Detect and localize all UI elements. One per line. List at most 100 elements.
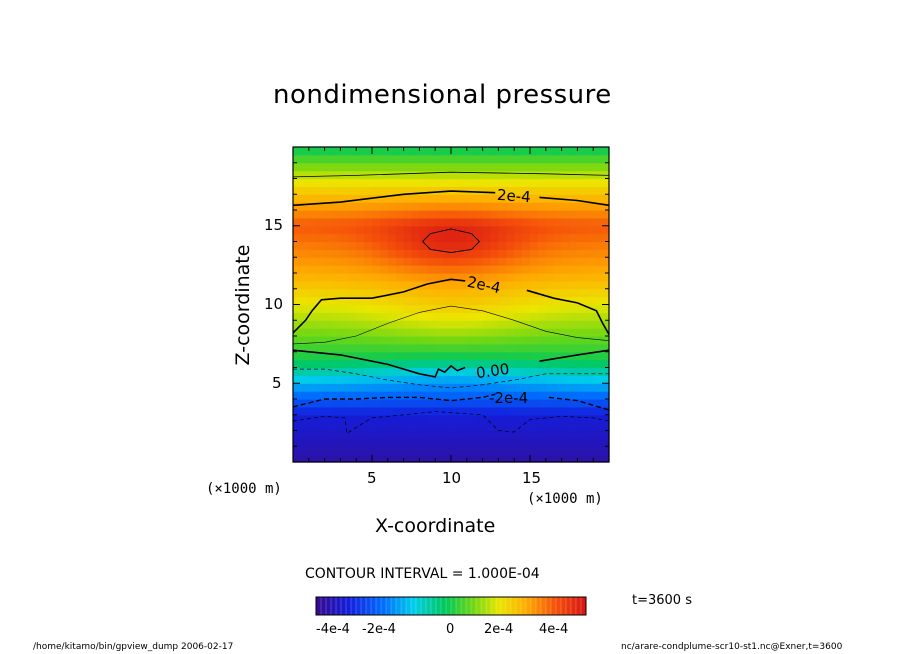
field-cell	[411, 438, 420, 447]
field-cell	[569, 194, 578, 203]
field-cell	[300, 406, 310, 416]
field-cell	[514, 210, 523, 219]
field-cell	[379, 406, 389, 416]
field-cell	[458, 406, 468, 416]
field-cell	[395, 249, 405, 258]
field-cell	[577, 186, 586, 195]
field-cell	[387, 406, 397, 416]
field-cell	[348, 438, 357, 447]
field-cell	[577, 202, 586, 211]
field-cell	[443, 217, 452, 227]
field-cell	[316, 399, 326, 408]
field-cell	[466, 406, 476, 416]
field-cell	[443, 194, 452, 203]
field-cell	[324, 351, 334, 361]
field-cell	[514, 399, 523, 408]
field-cell	[340, 375, 349, 384]
field-cell	[537, 280, 547, 290]
field-cell	[308, 336, 318, 345]
field-cell	[293, 210, 302, 219]
field-cell	[427, 147, 436, 156]
field-cell	[553, 273, 563, 282]
field-cell	[577, 343, 586, 353]
field-cell	[569, 241, 578, 250]
field-cell	[348, 430, 357, 439]
field-cell	[340, 446, 349, 455]
field-cell	[332, 257, 341, 266]
field-cell	[506, 367, 515, 376]
field-cell	[411, 147, 420, 156]
field-cell	[593, 233, 602, 243]
field-cell	[522, 430, 531, 439]
field-cell	[593, 422, 602, 432]
field-cell	[585, 280, 594, 290]
field-cell	[490, 454, 499, 463]
field-cell	[443, 178, 452, 187]
field-cell	[332, 446, 341, 455]
field-cell	[419, 249, 428, 258]
field-cell	[498, 320, 507, 329]
field-cell	[324, 336, 334, 345]
field-cell	[522, 391, 531, 400]
field-cell	[308, 422, 318, 432]
field-cell	[490, 343, 499, 353]
field-cell	[577, 304, 586, 313]
field-cell	[514, 422, 523, 432]
field-cell	[379, 343, 389, 353]
field-cell	[293, 147, 302, 156]
field-cell	[506, 170, 515, 180]
field-cell	[482, 280, 492, 290]
field-cell	[435, 170, 444, 180]
field-cell	[356, 296, 365, 306]
field-cell	[332, 249, 341, 258]
field-cell	[387, 367, 397, 376]
field-cell	[569, 304, 578, 313]
field-cell	[522, 359, 531, 369]
field-cell	[387, 375, 397, 384]
field-cell	[561, 406, 571, 416]
field-cell	[561, 249, 571, 258]
field-cell	[601, 249, 610, 258]
field-cell	[419, 359, 428, 369]
colorbar-segment	[526, 597, 532, 615]
field-cell	[577, 351, 586, 361]
field-cell	[348, 336, 357, 345]
field-cell	[466, 178, 476, 187]
chart-title: nondimensional pressure	[273, 80, 612, 110]
field-cell	[419, 320, 428, 329]
field-cell	[474, 351, 484, 361]
field-cell	[545, 430, 555, 439]
field-cell	[569, 383, 578, 392]
field-cell	[324, 383, 334, 392]
colorbar-segment	[571, 597, 577, 615]
field-cell	[356, 375, 365, 384]
field-cell	[293, 241, 302, 250]
field-cell	[403, 438, 413, 447]
field-cell	[435, 351, 444, 361]
field-cell	[482, 422, 492, 432]
field-cell	[601, 147, 610, 156]
field-cell	[293, 233, 302, 243]
field-cell	[356, 359, 365, 369]
field-cell	[458, 257, 468, 266]
field-cell	[348, 288, 357, 298]
field-cell	[474, 202, 484, 211]
field-cell	[293, 351, 302, 361]
field-cell	[348, 147, 357, 156]
field-cell	[372, 210, 381, 219]
field-cell	[530, 312, 539, 321]
field-cell	[577, 194, 586, 203]
field-cell	[466, 351, 476, 361]
field-cell	[451, 170, 460, 180]
field-cell	[458, 359, 468, 369]
field-cell	[403, 367, 413, 376]
field-cell	[514, 170, 523, 180]
field-cell	[474, 170, 484, 180]
field-cell	[561, 280, 571, 290]
field-cell	[577, 336, 586, 345]
field-cell	[300, 304, 310, 313]
field-cell	[466, 194, 476, 203]
field-cell	[332, 280, 341, 290]
field-cell	[561, 304, 571, 313]
field-cell	[451, 399, 460, 408]
